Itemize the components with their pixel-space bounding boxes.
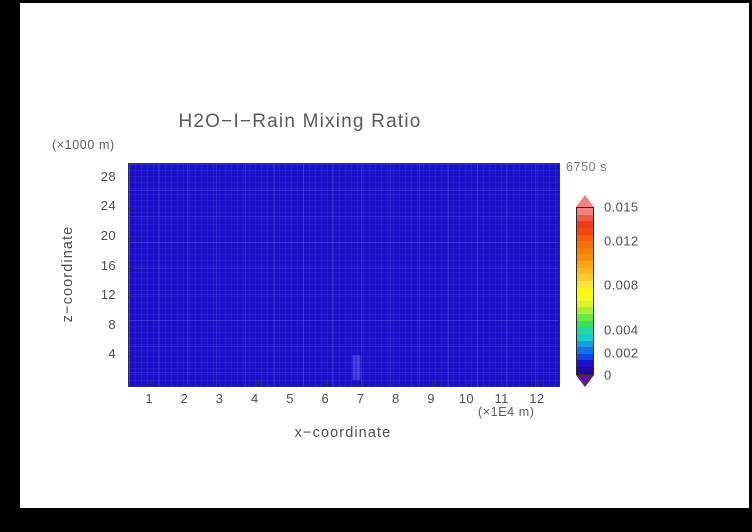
colorbar-bands <box>576 207 594 375</box>
x-tick-mark <box>291 381 293 386</box>
x-tick-label: 11 <box>494 391 509 406</box>
x-tick-mark <box>255 381 257 386</box>
colorbar-band <box>577 307 593 314</box>
colorbar-band <box>577 333 593 341</box>
x-tick-label: 8 <box>392 391 400 406</box>
colorbar-band <box>577 261 593 268</box>
y-tick-label: 4 <box>108 346 116 362</box>
y-tick-mark <box>129 208 134 210</box>
y-tick-mark <box>129 356 134 358</box>
chart-title: H2O−I−Rain Mixing Ratio <box>178 111 422 132</box>
colorbar-band <box>577 367 593 374</box>
colorbar-band <box>577 254 593 261</box>
x-tick-mark <box>537 381 539 386</box>
x-tick-mark <box>396 381 398 386</box>
colorbar-band <box>577 320 593 328</box>
x-tick-label: 1 <box>145 391 153 406</box>
y-tick-mark <box>129 238 134 239</box>
plot-area <box>128 163 560 387</box>
frame-border-bottom <box>0 508 752 532</box>
colorbar-tick-label: 0.004 <box>604 322 639 338</box>
colorbar-tick-label: 0.008 <box>604 277 639 293</box>
colorbar-band <box>577 340 593 348</box>
colorbar-band <box>577 353 593 361</box>
colorbar-band <box>577 227 593 235</box>
colorbar-tick-label: 0.002 <box>604 345 639 361</box>
colorbar-band <box>577 208 593 215</box>
y-tick-label: 28 <box>100 168 116 184</box>
heatmap-field <box>129 164 559 386</box>
x-tick-label: 9 <box>427 391 435 406</box>
field-artifact-streak <box>352 355 361 380</box>
x-tick-mark <box>220 381 222 386</box>
timestamp-annotation: 6750 s <box>566 160 608 174</box>
colorbar-arrow-top-icon <box>576 195 594 207</box>
colorbar-band <box>577 300 593 308</box>
x-tick-label: 7 <box>356 391 365 406</box>
x-tick-label: 2 <box>180 391 189 406</box>
x-tick-label: 12 <box>529 391 545 406</box>
x-axis-title: x−coordinate <box>294 425 392 441</box>
x-tick-mark <box>432 381 434 386</box>
colorbar-arrow-bottom-icon <box>576 375 594 387</box>
frame-border-left <box>0 0 20 532</box>
y-axis-title: z−coordinate <box>60 225 76 323</box>
colorbar-band <box>577 280 593 288</box>
y-tick-label: 16 <box>100 257 116 273</box>
x-tick-label: 6 <box>321 391 330 406</box>
colorbar-tick-label: 0 <box>604 367 612 383</box>
y-tick-label: 12 <box>100 287 116 303</box>
x-tick-label: 3 <box>215 391 224 406</box>
colorbar-band <box>577 314 593 321</box>
colorbar-band <box>577 274 593 281</box>
colorbar-tick-label: 0.015 <box>604 199 639 215</box>
colorbar-band <box>577 247 593 255</box>
y-tick-label: 8 <box>108 316 116 332</box>
colorbar-band <box>577 287 593 295</box>
colorbar-band <box>577 347 593 354</box>
x-tick-mark <box>467 381 469 386</box>
plot-canvas: H2O−I−Rain Mixing Ratio (×1000 m) 6750 s… <box>20 3 749 508</box>
colorbar-band <box>577 294 593 301</box>
frame-border-top <box>20 0 752 3</box>
frame-border-right <box>749 0 752 532</box>
y-axis-unit-label: (×1000 m) <box>52 138 115 152</box>
colorbar-band <box>577 214 593 222</box>
x-tick-label: 4 <box>251 391 259 406</box>
y-tick-mark <box>129 178 134 180</box>
y-tick-mark <box>129 267 134 269</box>
y-tick-mark <box>129 326 134 328</box>
colorbar-band <box>577 267 593 275</box>
x-tick-mark <box>361 381 363 386</box>
y-tick-label: 20 <box>100 228 116 243</box>
x-tick-label: 5 <box>286 391 294 406</box>
colorbar-band <box>577 234 593 242</box>
x-tick-mark <box>502 381 504 386</box>
colorbar-band <box>577 221 593 228</box>
x-tick-mark <box>185 381 187 386</box>
colorbar-tick-label: 0.012 <box>604 233 639 249</box>
y-tick-mark <box>129 297 134 299</box>
colorbar-band <box>577 360 593 367</box>
y-tick-label: 24 <box>100 198 116 214</box>
x-tick-mark <box>150 381 152 386</box>
x-tick-mark <box>326 381 328 386</box>
colorbar-band <box>577 241 593 248</box>
x-axis-unit-label: (×1E4 m) <box>478 405 535 419</box>
colorbar-band <box>577 327 593 334</box>
x-tick-label: 10 <box>458 391 474 406</box>
